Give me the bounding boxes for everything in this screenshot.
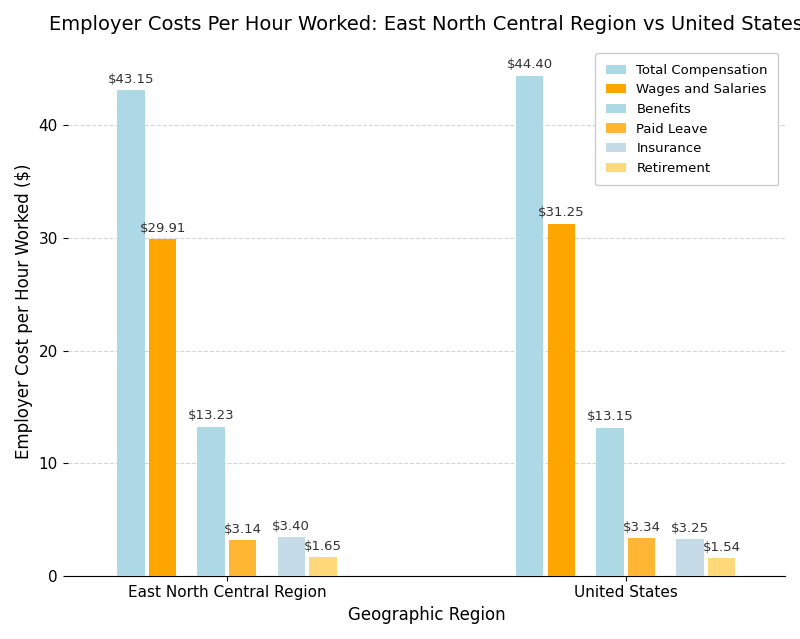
- Text: $43.15: $43.15: [108, 72, 154, 86]
- Text: $13.15: $13.15: [586, 410, 633, 423]
- Text: $29.91: $29.91: [139, 222, 186, 235]
- Text: $3.34: $3.34: [622, 521, 661, 534]
- Text: $13.23: $13.23: [188, 410, 234, 422]
- Bar: [548, 224, 575, 576]
- Y-axis label: Employer Cost per Hour Worked ($): Employer Cost per Hour Worked ($): [15, 164, 33, 459]
- Legend: Total Compensation, Wages and Salaries, Benefits, Paid Leave, Insurance, Retirem: Total Compensation, Wages and Salaries, …: [595, 53, 778, 185]
- Bar: [149, 239, 176, 576]
- Text: $31.25: $31.25: [538, 206, 585, 219]
- Bar: [278, 537, 305, 576]
- Bar: [198, 427, 225, 576]
- Bar: [708, 558, 735, 576]
- Bar: [628, 538, 655, 576]
- Bar: [676, 539, 704, 576]
- Text: $1.54: $1.54: [702, 541, 741, 554]
- Text: $3.40: $3.40: [272, 520, 310, 533]
- Bar: [310, 557, 337, 576]
- Text: $1.65: $1.65: [304, 540, 342, 553]
- Text: $3.25: $3.25: [671, 521, 709, 535]
- X-axis label: Geographic Region: Geographic Region: [347, 606, 505, 624]
- Bar: [229, 541, 257, 576]
- Bar: [118, 90, 145, 576]
- Bar: [596, 427, 623, 576]
- Text: $3.14: $3.14: [224, 523, 262, 536]
- Bar: [516, 76, 543, 576]
- Title: Employer Costs Per Hour Worked: East North Central Region vs United States: Employer Costs Per Hour Worked: East Nor…: [50, 15, 800, 34]
- Text: $44.40: $44.40: [506, 58, 553, 72]
